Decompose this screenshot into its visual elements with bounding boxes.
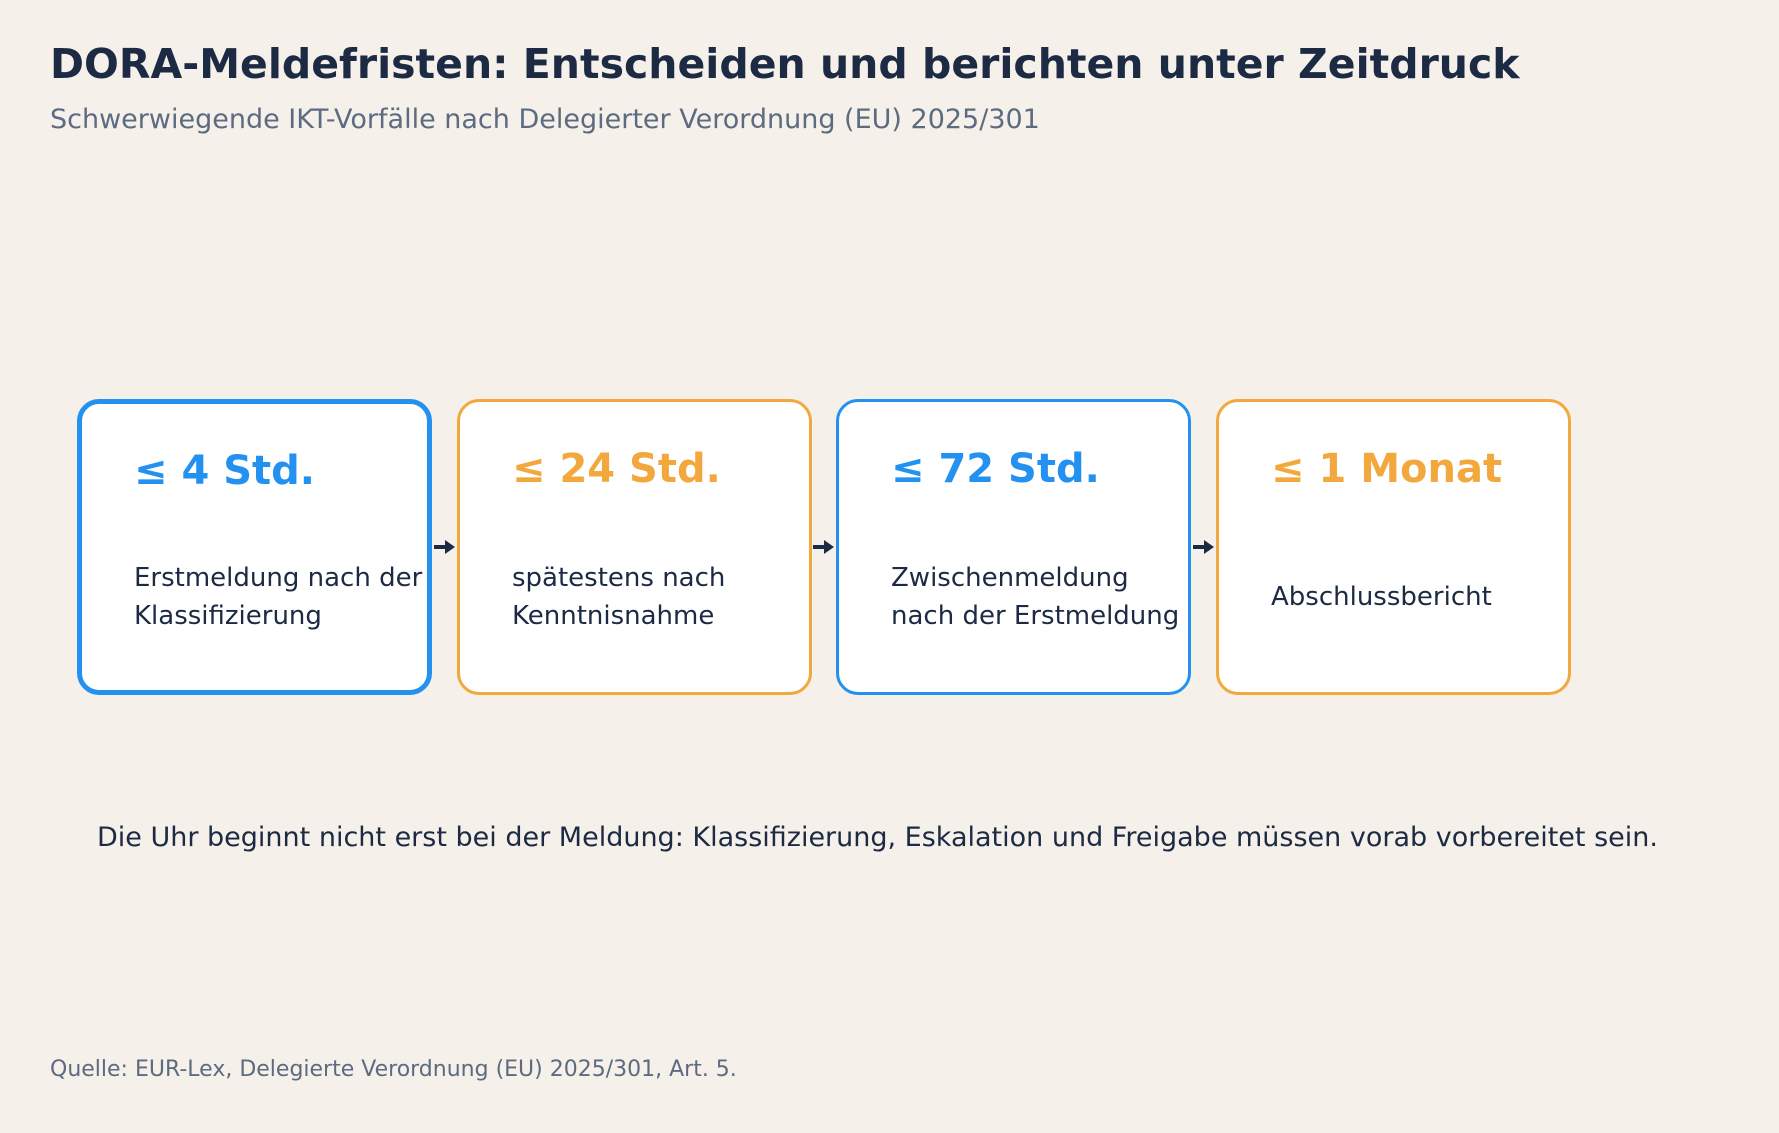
step-description-2: spätestens nach Kenntnisnahme bbox=[512, 563, 726, 631]
step-description-3: Zwischenmeldung nach der Erstmeldung bbox=[891, 563, 1180, 631]
key-note: Die Uhr beginnt nicht erst bei der Meldu… bbox=[97, 822, 1658, 853]
page-title: DORA-Meldefristen: Entscheiden und beric… bbox=[50, 40, 1520, 88]
step-deadline-1: ≤ 4 Std. bbox=[134, 448, 315, 494]
step-deadline-4: ≤ 1 Monat bbox=[1271, 446, 1503, 492]
arrow-right-icon bbox=[434, 540, 455, 554]
arrow-right-icon bbox=[813, 540, 834, 554]
step-card-4: ≤ 1 Monat Abschlussbericht bbox=[1216, 399, 1571, 695]
source-note: Quelle: EUR-Lex, Delegierte Verordnung (… bbox=[50, 1057, 737, 1082]
step-card-3: ≤ 72 Std. Zwischenmeldung nach der Erstm… bbox=[836, 399, 1191, 695]
step-deadline-3: ≤ 72 Std. bbox=[891, 446, 1100, 492]
step-description-1: Erstmeldung nach der Klassifizierung bbox=[134, 563, 423, 631]
step-card-1: ≤ 4 Std. Erstmeldung nach der Klassifizi… bbox=[77, 399, 432, 695]
step-card-2: ≤ 24 Std. spätestens nach Kenntnisnahme bbox=[457, 399, 812, 695]
arrow-right-icon bbox=[1193, 540, 1214, 554]
step-description-4: Abschlussbericht bbox=[1271, 582, 1492, 612]
step-deadline-2: ≤ 24 Std. bbox=[512, 446, 721, 492]
page-subtitle: Schwerwiegende IKT-Vorfälle nach Delegie… bbox=[50, 104, 1040, 135]
